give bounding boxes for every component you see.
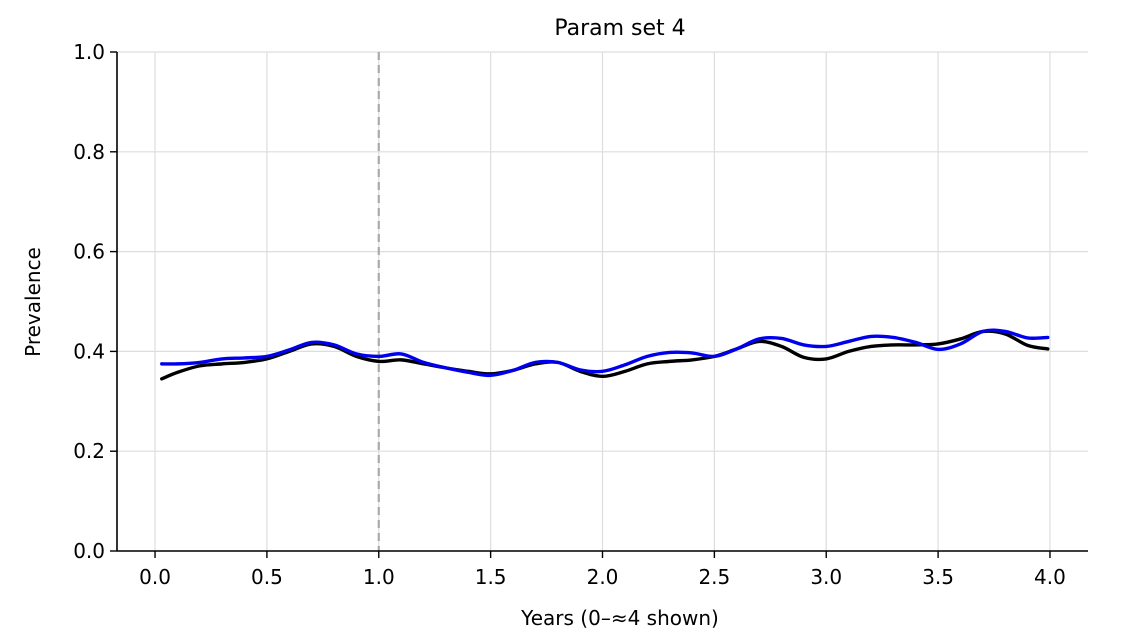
x-axis-label: Years (0–≈4 shown) (520, 606, 719, 630)
x-tick-label: 1.0 (363, 565, 395, 589)
ticks: 0.0 0.5 1.0 1.5 2.0 2.5 3.0 3.5 4.0 0.0 0.2 0.4 0.6 0… (73, 40, 1066, 589)
y-tick-label: 0.8 (73, 140, 105, 164)
x-tick-label: 3.0 (810, 565, 842, 589)
y-tick-label: 1.0 (73, 40, 105, 64)
series-group (160, 328, 1050, 381)
x-tick-label: 1.5 (475, 565, 507, 589)
y-tick-label: 0.0 (73, 539, 105, 563)
x-tick-label: 0.0 (139, 565, 171, 589)
x-tick-label: 4.0 (1034, 565, 1066, 589)
chart-title: Param set 4 (554, 16, 685, 41)
x-tick-label: 3.5 (922, 565, 954, 589)
series-line-2 (160, 328, 1050, 378)
y-axis-label: Prevalence (21, 247, 45, 357)
y-tick-label: 0.4 (73, 339, 105, 363)
x-tick-label: 2.5 (698, 565, 730, 589)
x-tick-label: 2.0 (587, 565, 619, 589)
y-tick-label: 0.2 (73, 439, 105, 463)
x-tick-label: 0.5 (251, 565, 283, 589)
y-tick-label: 0.6 (73, 240, 105, 264)
